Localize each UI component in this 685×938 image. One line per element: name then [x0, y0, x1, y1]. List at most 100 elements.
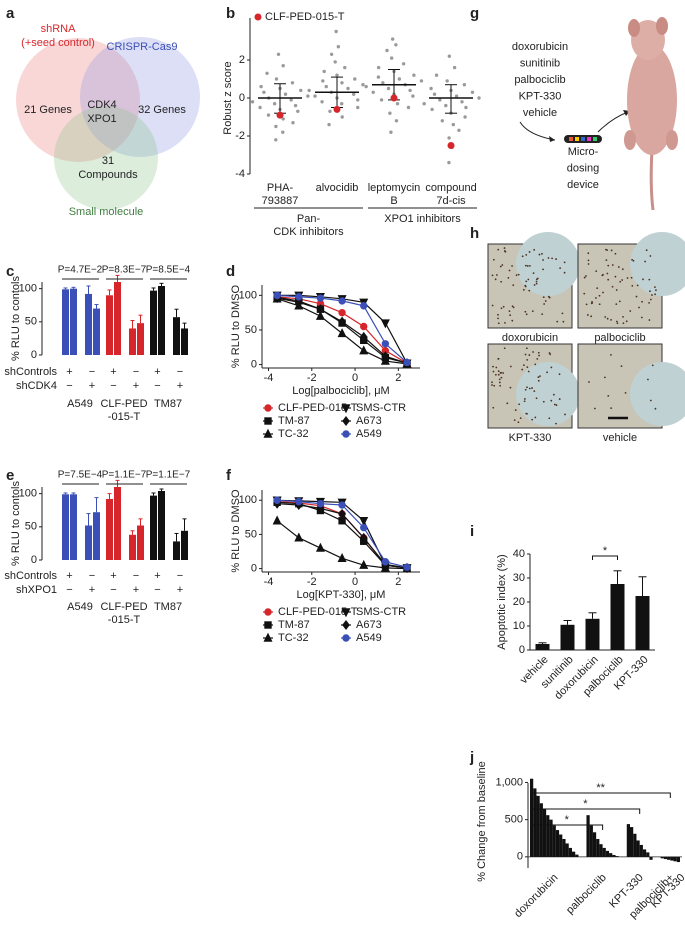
- data-point: [359, 532, 368, 543]
- swarm-point: [324, 84, 328, 89]
- data-point: [360, 523, 368, 532]
- y-tick-label: 0: [31, 349, 37, 361]
- stain-dot: [525, 280, 528, 283]
- row-mark: −: [133, 366, 139, 378]
- swarm-point: [376, 75, 381, 79]
- panel-label: c: [6, 263, 14, 280]
- stain-dot: [606, 317, 609, 320]
- bar: [649, 856, 653, 860]
- group-label: A549: [67, 601, 93, 613]
- stain-dot: [631, 258, 633, 261]
- stain-dot: [563, 271, 566, 274]
- y-tick-label: 30: [513, 572, 525, 584]
- stain-dot: [638, 306, 640, 309]
- bar: [70, 288, 77, 355]
- device-well: [581, 137, 585, 141]
- stain-dot: [548, 417, 551, 420]
- stain-dot: [522, 288, 525, 291]
- legend-label: TM-87: [278, 415, 310, 427]
- x-tick-label: 2: [395, 576, 401, 588]
- bar: [589, 825, 593, 857]
- swarm-point: [445, 79, 449, 83]
- stain-dot: [493, 384, 496, 387]
- stain-dot: [528, 251, 531, 253]
- mouse-ear: [656, 17, 668, 35]
- data-point: [360, 302, 368, 310]
- arrow: [597, 111, 629, 133]
- stain-dot: [508, 269, 511, 272]
- swarm-point: [408, 88, 412, 93]
- row-mark: +: [110, 366, 116, 378]
- data-point: [315, 310, 325, 320]
- stain-dot: [631, 285, 634, 287]
- x-tick-label: doxorubicin: [512, 872, 560, 920]
- x-tick-label: B: [390, 195, 397, 207]
- pvalue: P=8.3E−7: [102, 265, 147, 276]
- stain-dot: [588, 381, 590, 383]
- y-tick-label: 500: [505, 814, 523, 826]
- stain-dot: [507, 277, 510, 279]
- swarm-point: [401, 62, 406, 66]
- legend-marker: [264, 417, 272, 425]
- highlight-point: [390, 94, 398, 102]
- swarm-point: [463, 115, 467, 119]
- stain-dot: [591, 300, 593, 303]
- stain-dot: [521, 255, 524, 258]
- significance-bracket: [592, 555, 618, 560]
- data-point: [294, 297, 303, 308]
- stain-dot: [492, 370, 495, 373]
- device-well: [575, 137, 579, 141]
- mouse-paw: [666, 130, 678, 150]
- swarm-point: [335, 73, 339, 77]
- bar: [670, 856, 674, 861]
- y-axis-label: % RLU to DMSO: [230, 284, 242, 368]
- stain-dot: [522, 364, 525, 366]
- swarm-point: [346, 86, 350, 91]
- swarm-point: [320, 100, 324, 104]
- stain-dot: [559, 267, 562, 269]
- data-point: [403, 563, 411, 571]
- stain-dot: [586, 314, 589, 316]
- swarm-point: [328, 109, 332, 114]
- stain-dot: [541, 313, 544, 315]
- stain-dot: [538, 253, 541, 256]
- swarm-point: [356, 98, 360, 102]
- stain-dot: [544, 300, 547, 302]
- stain-dot: [491, 381, 493, 384]
- data-point: [381, 340, 390, 348]
- swarm-point: [276, 52, 281, 56]
- stain-dot: [649, 399, 652, 402]
- swarm-point: [452, 65, 457, 70]
- group-label: -015-T: [108, 614, 141, 626]
- device-label: device: [567, 179, 599, 191]
- legend-marker: [342, 415, 350, 427]
- pvalue: P=7.5E−4: [58, 470, 103, 481]
- stain-dot: [497, 322, 500, 325]
- significance-label: *: [603, 545, 608, 557]
- device-well: [587, 137, 591, 141]
- data-point: [295, 293, 303, 301]
- y-tick-label: 20: [513, 596, 525, 608]
- group-label: Pan-: [297, 213, 321, 225]
- stain-dot: [654, 407, 657, 410]
- device-well: [593, 137, 597, 141]
- data-point: [316, 499, 325, 508]
- row-mark: +: [133, 380, 139, 392]
- swarm-point: [329, 52, 334, 56]
- stain-dot: [642, 278, 644, 281]
- row-mark: +: [66, 570, 72, 582]
- y-tick-label: 100: [239, 494, 257, 506]
- stain-dot: [499, 384, 502, 387]
- stain-dot: [513, 419, 516, 422]
- y-axis-label: % RLU to DMSO: [230, 489, 242, 573]
- stain-dot: [535, 397, 538, 400]
- stain-dot: [651, 364, 654, 367]
- stain-dot: [587, 259, 590, 262]
- bar: [602, 847, 606, 857]
- drug-label: palbociclib: [514, 74, 565, 86]
- row-label: shXPO1: [16, 584, 57, 596]
- stain-dot: [606, 249, 609, 251]
- bar: [150, 495, 157, 560]
- group-label: CDK inhibitors: [273, 226, 344, 238]
- stain-dot: [512, 306, 515, 309]
